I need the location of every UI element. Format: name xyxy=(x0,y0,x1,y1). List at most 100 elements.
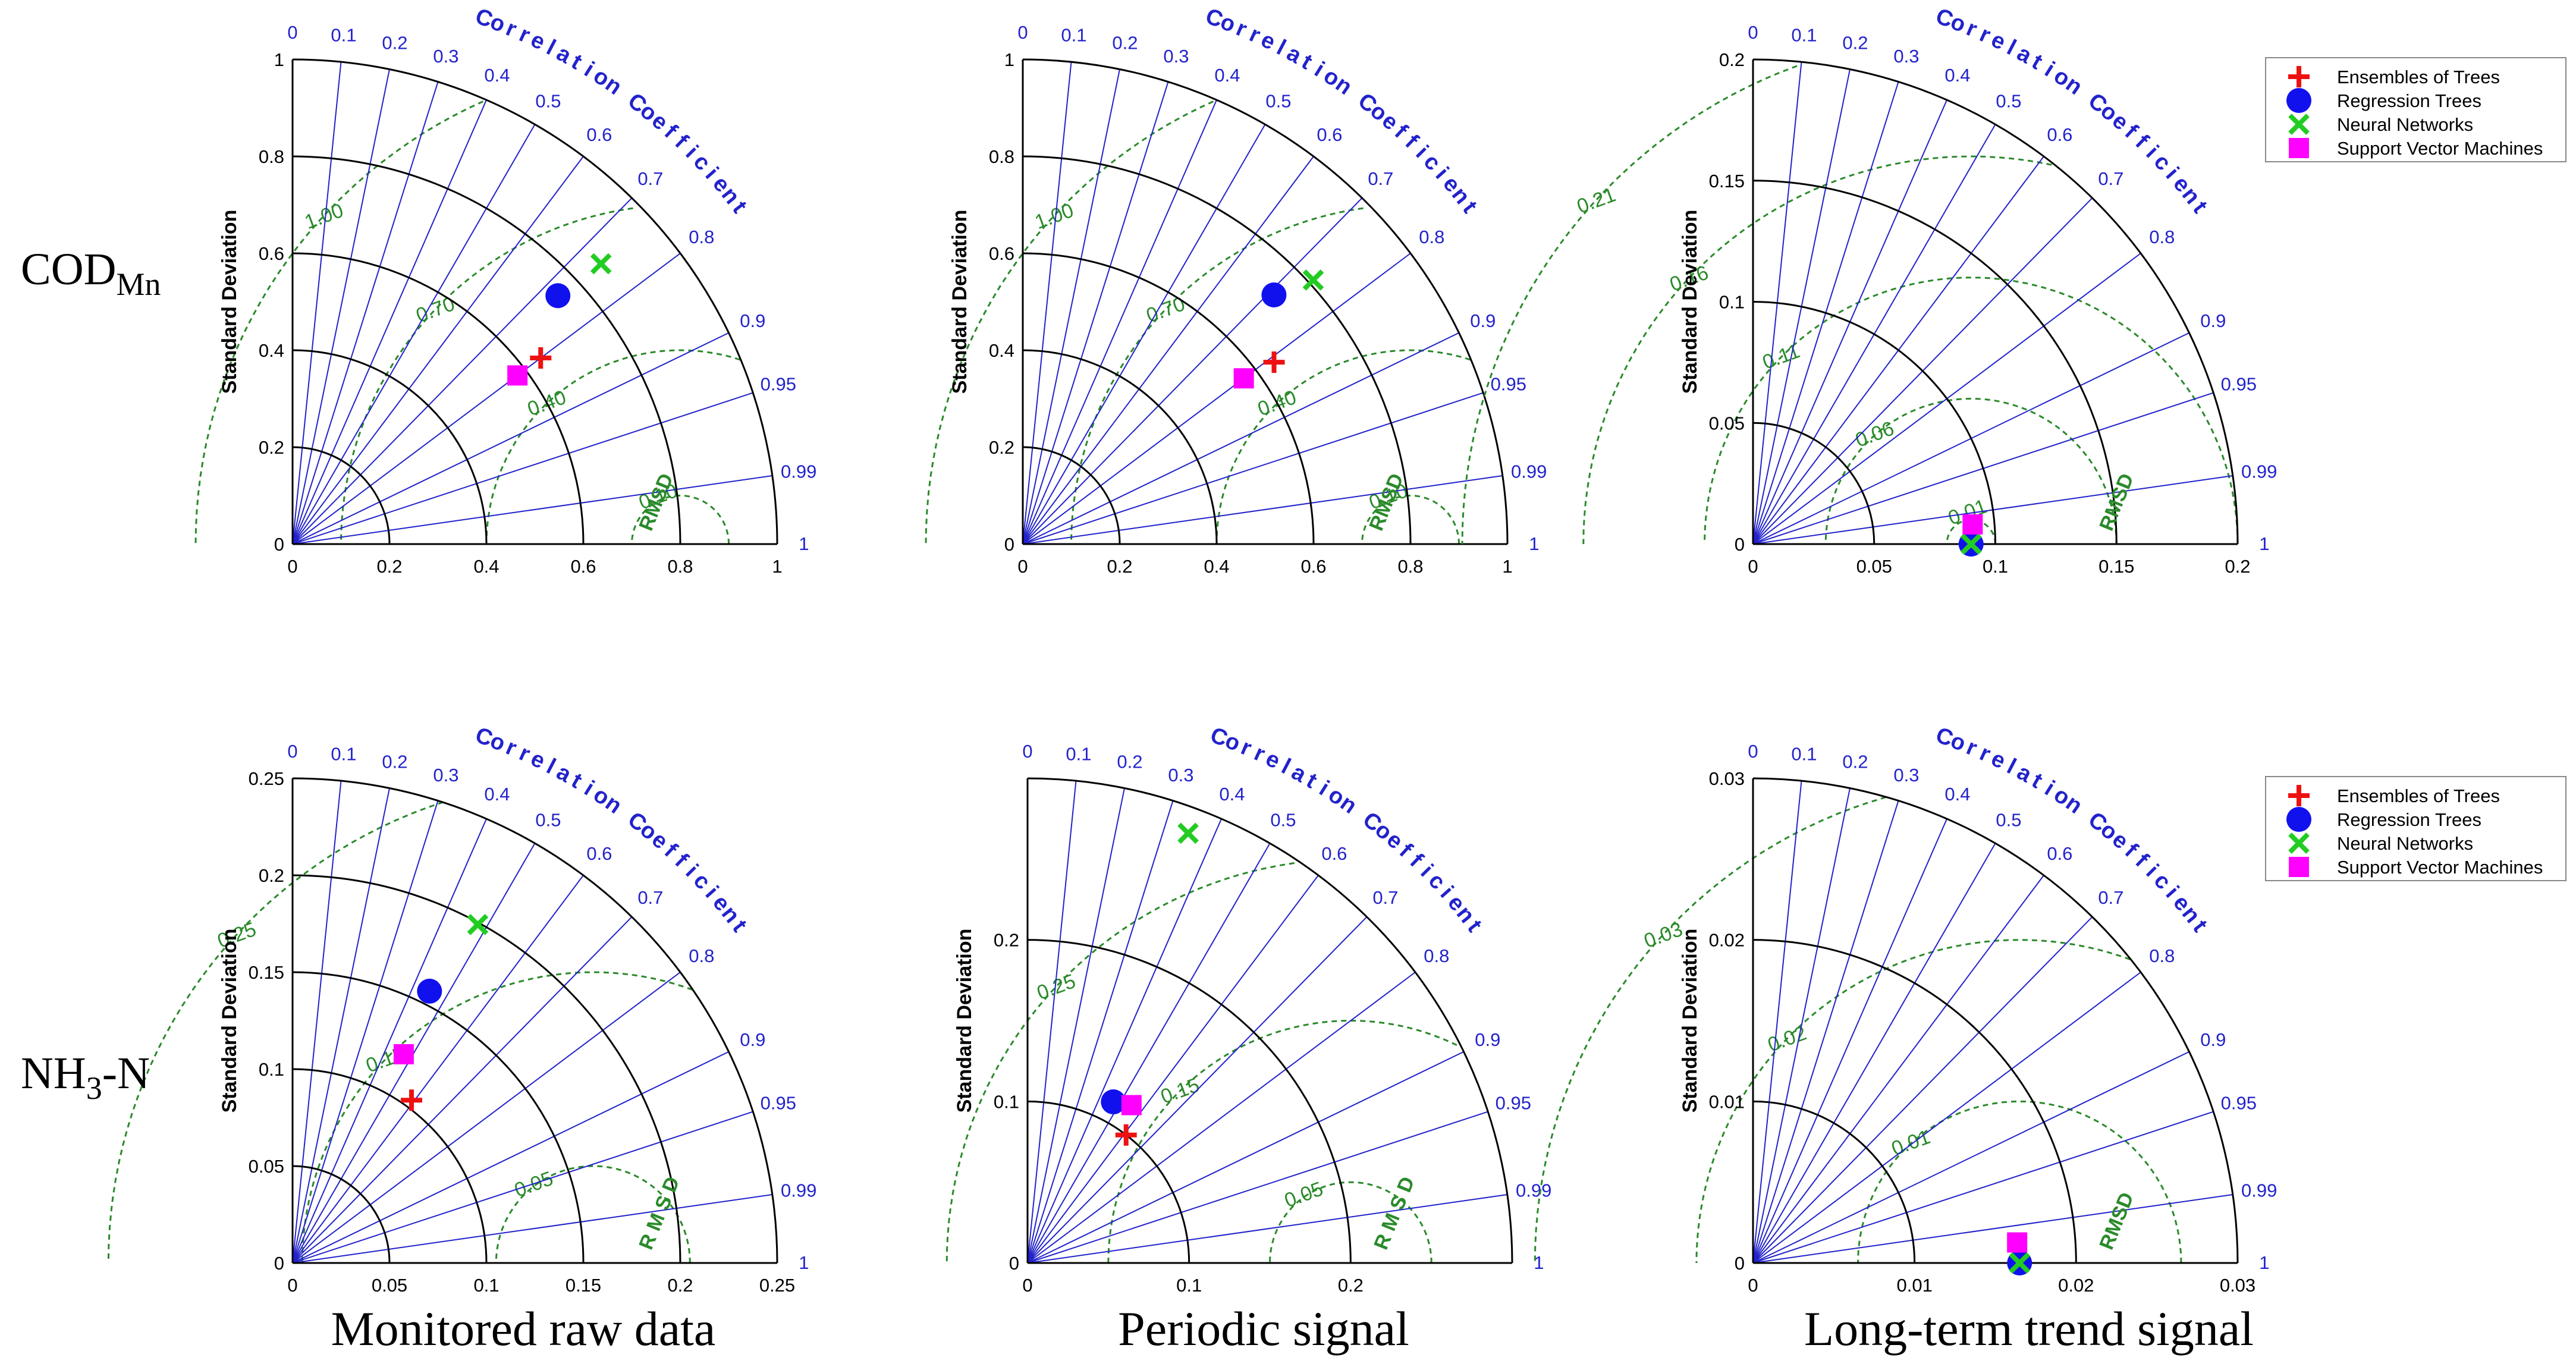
corr-line xyxy=(292,99,487,545)
corr-tick-label: 0.7 xyxy=(637,168,663,189)
x-tick-label: 0.4 xyxy=(473,556,499,577)
corr-line xyxy=(1027,800,1174,1264)
rmsd-arc xyxy=(485,349,741,545)
corr-tick-label: 0.1 xyxy=(1791,24,1817,45)
std-arc xyxy=(1752,58,2239,545)
y-tick-label: 0 xyxy=(1009,1253,1019,1274)
y-tick-label: 0.2 xyxy=(1719,49,1745,70)
corr-line xyxy=(1752,875,2044,1264)
row-label: NH3-N xyxy=(21,1048,150,1106)
corr-line xyxy=(1022,156,1314,545)
corr-tick-label: 0.5 xyxy=(1996,90,2021,111)
legend-marker-square xyxy=(2289,857,2309,877)
rmsd-arc xyxy=(1269,1181,1432,1264)
corr-tick-label: 1 xyxy=(1534,1252,1544,1273)
std-arc xyxy=(1752,939,2077,1264)
corr-line xyxy=(292,156,584,545)
corr-tick-label: 0.6 xyxy=(2047,843,2072,864)
corr-line xyxy=(292,800,439,1264)
corr-line xyxy=(1022,253,1411,545)
corr-tick-label: 0.2 xyxy=(1842,33,1868,54)
std-arc xyxy=(1752,1100,1916,1264)
corr-tick-label: 0.2 xyxy=(382,752,407,772)
rmsd-arc xyxy=(1695,939,2131,1264)
corr-line xyxy=(292,972,681,1264)
legend-label: Neural Networks xyxy=(2337,114,2473,135)
rmsd-arc xyxy=(925,100,1214,545)
corr-tick-label: 0.3 xyxy=(433,765,458,785)
row-label: CODMn xyxy=(21,244,161,302)
x-tick-label: 0.02 xyxy=(2058,1275,2094,1296)
corr-line xyxy=(1022,392,1484,545)
corr-line xyxy=(1027,875,1319,1264)
corr-tick-label: 0.7 xyxy=(1368,168,1393,189)
legend-marker-circle xyxy=(2286,807,2311,832)
data-point-x xyxy=(590,253,612,275)
corr-tick-label: 0.95 xyxy=(2221,1093,2257,1114)
data-point-x xyxy=(2009,1252,2031,1274)
corr-line xyxy=(1752,788,1851,1264)
rmsd-label: 0.01 xyxy=(1889,1126,1933,1160)
corr-tick-label: 0.4 xyxy=(484,784,510,805)
x-tick-label: 0.8 xyxy=(667,556,693,577)
rmsd-arc xyxy=(194,100,484,545)
corr-tick-label: 0.3 xyxy=(1168,765,1193,785)
corr-tick-label: 0.1 xyxy=(1066,743,1091,764)
corr-tick-label: 0.6 xyxy=(1317,124,1342,145)
y-axis-label: Standard Deviation xyxy=(1679,210,1701,394)
y-axis-label: Standard Deviation xyxy=(218,929,241,1113)
std-arc xyxy=(292,1068,488,1264)
rmsd-arc xyxy=(1704,276,2239,545)
corr-line xyxy=(1027,972,1416,1264)
corr-line xyxy=(1027,1111,1488,1264)
x-tick-label: 0.05 xyxy=(1856,556,1892,577)
data-point-square xyxy=(1962,514,1983,535)
x-tick-label: 0.2 xyxy=(1338,1275,1364,1296)
taylor-panel-2: 0.100.400.701.000 0.1 0.20.30.40.50.60.70.… xyxy=(925,4,1547,577)
corr-tick-label: 0.6 xyxy=(586,843,612,864)
y-tick-label: 0.15 xyxy=(249,962,284,983)
x-tick-label: 0.01 xyxy=(1896,1275,1932,1296)
y-axis-label: Standard Deviation xyxy=(948,210,971,394)
corr-line xyxy=(1022,197,1363,545)
corr-line xyxy=(1027,788,1125,1264)
corr-line xyxy=(292,124,536,545)
legend-box xyxy=(2265,57,2566,162)
rmsd-arc xyxy=(107,801,444,1264)
rmsd-label: 0.05 xyxy=(1281,1177,1326,1212)
std-arc xyxy=(292,252,585,545)
rmsd-arc xyxy=(1824,397,2118,545)
corr-tick-label: 0.5 xyxy=(535,809,561,830)
legend-marker-plus xyxy=(2288,785,2310,806)
corr-tick-label: 0.3 xyxy=(1163,46,1189,67)
corr-tick-label: 0.9 xyxy=(2200,1029,2226,1050)
rmsd-label: 0.11 xyxy=(1760,340,1803,373)
std-arc xyxy=(292,446,391,545)
std-arc xyxy=(292,874,681,1264)
x-tick-label: 0.6 xyxy=(1300,556,1326,577)
corr-line xyxy=(1022,124,1266,545)
y-tick-label: 0.2 xyxy=(994,930,1019,951)
corr-tick-label: 0.3 xyxy=(433,46,458,67)
corr-tick-label: 0.99 xyxy=(1516,1180,1551,1201)
corr-line xyxy=(292,818,487,1264)
corr-tick-label: 0.2 xyxy=(382,33,407,54)
corr-tick-label: 0.95 xyxy=(761,1093,796,1114)
rmsd-arc xyxy=(1070,207,1364,545)
corr-tick-label: 0.1 xyxy=(331,24,356,45)
y-tick-label: 0.1 xyxy=(259,1059,284,1080)
legend-marker-x xyxy=(2288,832,2310,854)
corr-line xyxy=(1752,1111,2214,1264)
std-arc xyxy=(1027,777,1513,1264)
column-label: Monitored raw data xyxy=(331,1302,716,1356)
corr-line xyxy=(1022,69,1120,545)
data-point-square xyxy=(2007,1232,2028,1253)
std-arc xyxy=(1022,252,1315,545)
x-tick-label: 0 xyxy=(287,556,297,577)
taylor-panel-6: 0.010.020.030 0.1 0.20.30.40.50.60.70.80.9… xyxy=(1534,722,2566,1296)
